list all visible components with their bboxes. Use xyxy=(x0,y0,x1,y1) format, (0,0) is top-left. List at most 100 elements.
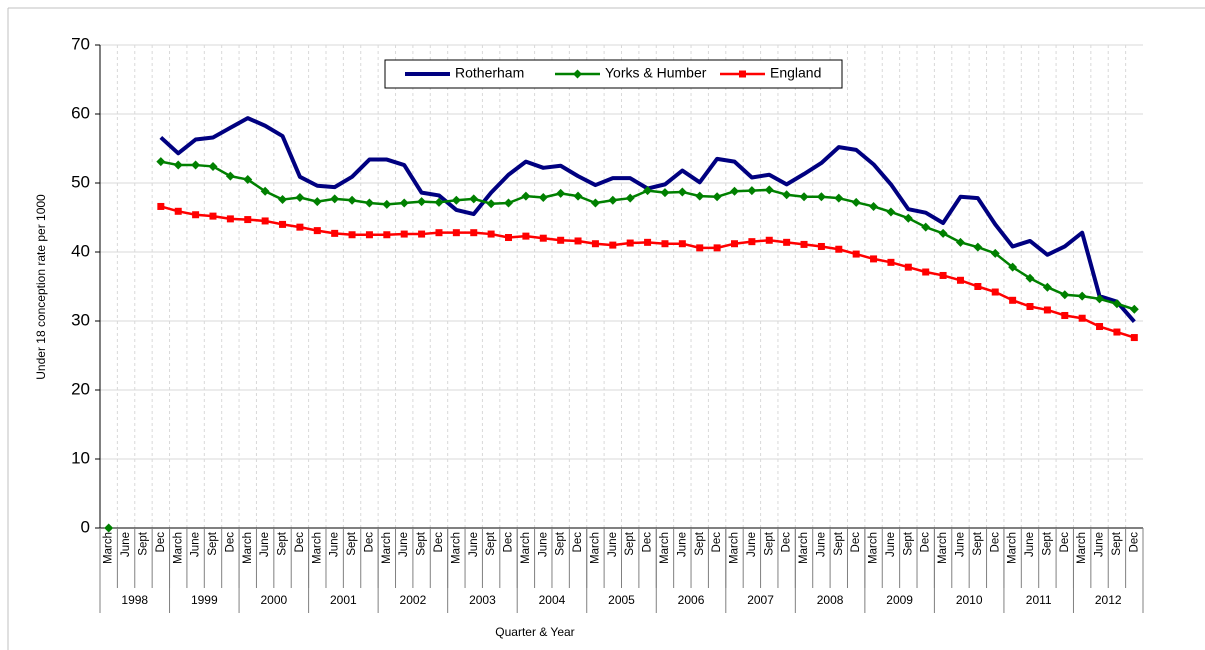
point xyxy=(104,523,114,533)
x-tick-label: June xyxy=(468,532,480,557)
point xyxy=(922,268,930,276)
point xyxy=(209,212,217,220)
point xyxy=(486,199,496,209)
point xyxy=(904,263,912,271)
point xyxy=(1078,314,1086,322)
x-tick-label: Sept xyxy=(972,531,984,555)
y-tick-label: 10 xyxy=(71,448,90,467)
x-group-label: 2011 xyxy=(1026,593,1052,607)
point xyxy=(435,229,443,237)
point xyxy=(625,193,635,203)
point xyxy=(312,197,322,207)
point xyxy=(365,231,373,239)
point xyxy=(921,222,931,232)
x-tick-label: Sept xyxy=(137,531,149,555)
point xyxy=(696,244,704,252)
point xyxy=(991,288,999,296)
x-tick-label: March xyxy=(450,532,462,564)
x-tick-label: Dec xyxy=(572,532,584,553)
point xyxy=(261,217,269,225)
x-tick-label: Sept xyxy=(346,531,358,555)
point xyxy=(556,188,566,198)
point xyxy=(557,236,565,244)
y-tick-label: 30 xyxy=(71,310,90,329)
point xyxy=(955,237,965,247)
point xyxy=(1043,306,1051,314)
x-tick-label: Sept xyxy=(624,531,636,555)
x-group-label: 2006 xyxy=(678,593,705,607)
x-tick-label: June xyxy=(259,532,271,557)
x-group-label: 2004 xyxy=(539,593,566,607)
point xyxy=(1130,334,1138,342)
x-tick-label: June xyxy=(329,532,341,557)
x-tick-label: June xyxy=(1094,532,1106,557)
point xyxy=(538,192,548,202)
x-tick-label: June xyxy=(607,532,619,557)
x-group-label: 2003 xyxy=(469,593,496,607)
legend-marker xyxy=(739,70,746,78)
legend-marker xyxy=(573,69,582,79)
point xyxy=(782,190,792,200)
x-tick-label: Dec xyxy=(920,532,932,553)
legend-label: Yorks & Humber xyxy=(605,65,707,81)
point xyxy=(434,197,444,207)
point xyxy=(609,241,617,249)
x-tick-label: Dec xyxy=(642,532,654,553)
point xyxy=(1095,294,1105,304)
x-tick-label: June xyxy=(815,532,827,557)
series-line xyxy=(160,205,1135,339)
legend-label: England xyxy=(770,65,821,81)
x-tick-label: Sept xyxy=(485,531,497,555)
x-tick-label: Sept xyxy=(902,531,914,555)
point xyxy=(417,197,427,207)
x-tick-label: Sept xyxy=(1111,531,1123,555)
point xyxy=(730,240,738,248)
point xyxy=(574,237,582,245)
x-tick-label: March xyxy=(242,532,254,564)
point xyxy=(364,198,374,208)
y-tick-label: 70 xyxy=(71,34,90,53)
point xyxy=(539,234,547,242)
point xyxy=(590,198,600,208)
point xyxy=(348,231,356,239)
point xyxy=(278,195,288,205)
point xyxy=(173,160,183,170)
point xyxy=(643,186,653,196)
point xyxy=(974,283,982,290)
point xyxy=(886,207,896,217)
point xyxy=(156,157,166,167)
x-tick-label: Dec xyxy=(433,532,445,553)
point xyxy=(1042,282,1052,292)
point xyxy=(330,194,340,204)
point xyxy=(505,234,513,242)
point xyxy=(347,195,357,205)
point xyxy=(800,240,808,248)
point xyxy=(521,191,531,201)
point xyxy=(313,227,321,235)
point xyxy=(834,193,844,203)
point xyxy=(660,188,670,198)
point xyxy=(712,192,722,202)
point xyxy=(1096,323,1104,331)
x-tick-label: Sept xyxy=(207,531,219,555)
point xyxy=(747,186,757,196)
point xyxy=(296,223,304,231)
x-tick-label: March xyxy=(937,532,949,564)
x-tick-label: June xyxy=(676,532,688,557)
point xyxy=(260,186,270,196)
point xyxy=(192,211,200,219)
x-group-label: 2010 xyxy=(956,593,983,607)
point xyxy=(1009,296,1017,304)
point xyxy=(244,216,252,224)
x-tick-label: March xyxy=(381,532,393,564)
point xyxy=(765,236,773,244)
x-tick-label: March xyxy=(868,532,880,564)
point xyxy=(729,186,739,196)
legend-box xyxy=(384,59,843,89)
x-tick-label: March xyxy=(659,532,671,564)
x-tick-label: Sept xyxy=(416,531,428,555)
point xyxy=(591,240,599,248)
point xyxy=(695,191,705,201)
y-tick-label: 20 xyxy=(71,379,90,398)
